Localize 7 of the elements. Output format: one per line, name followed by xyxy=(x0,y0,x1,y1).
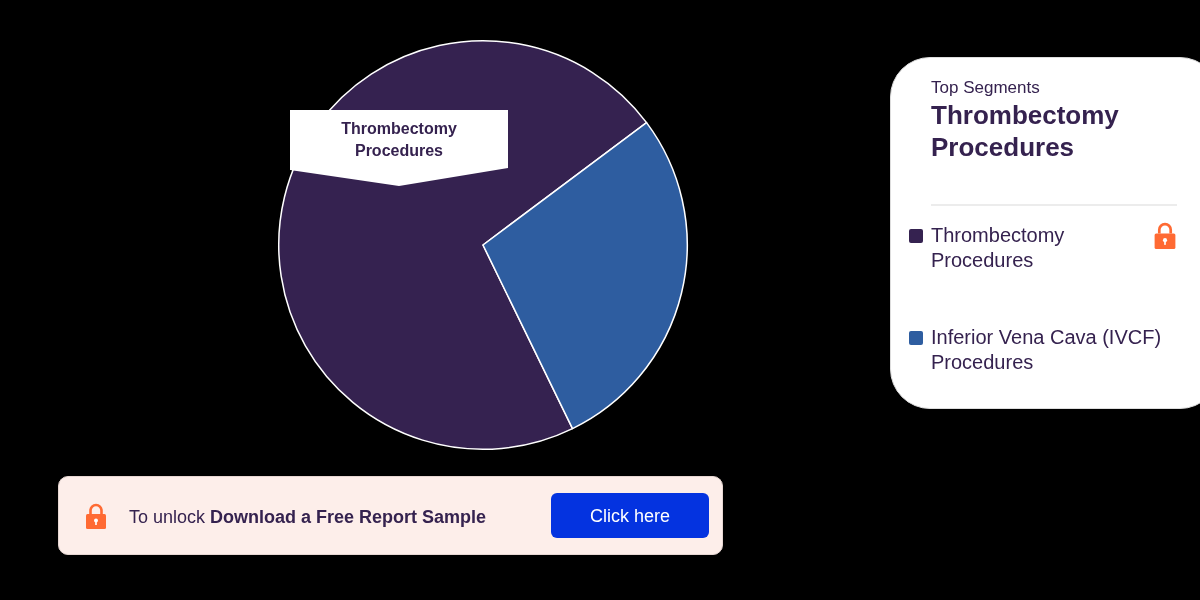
legend-title: Top Segments xyxy=(931,78,1040,98)
button: Click here xyxy=(551,493,709,538)
text: Thrombectomy Procedures xyxy=(931,100,1119,162)
banner: To unlock Download a Free Report Sample Click here xyxy=(58,476,723,555)
legend-label: Inferior Vena Cava (IVCF) Procedures xyxy=(931,325,1163,375)
callout-box: Thrombectomy Procedures xyxy=(290,110,508,186)
legend-label: Thrombectomy Procedures xyxy=(931,223,1066,273)
